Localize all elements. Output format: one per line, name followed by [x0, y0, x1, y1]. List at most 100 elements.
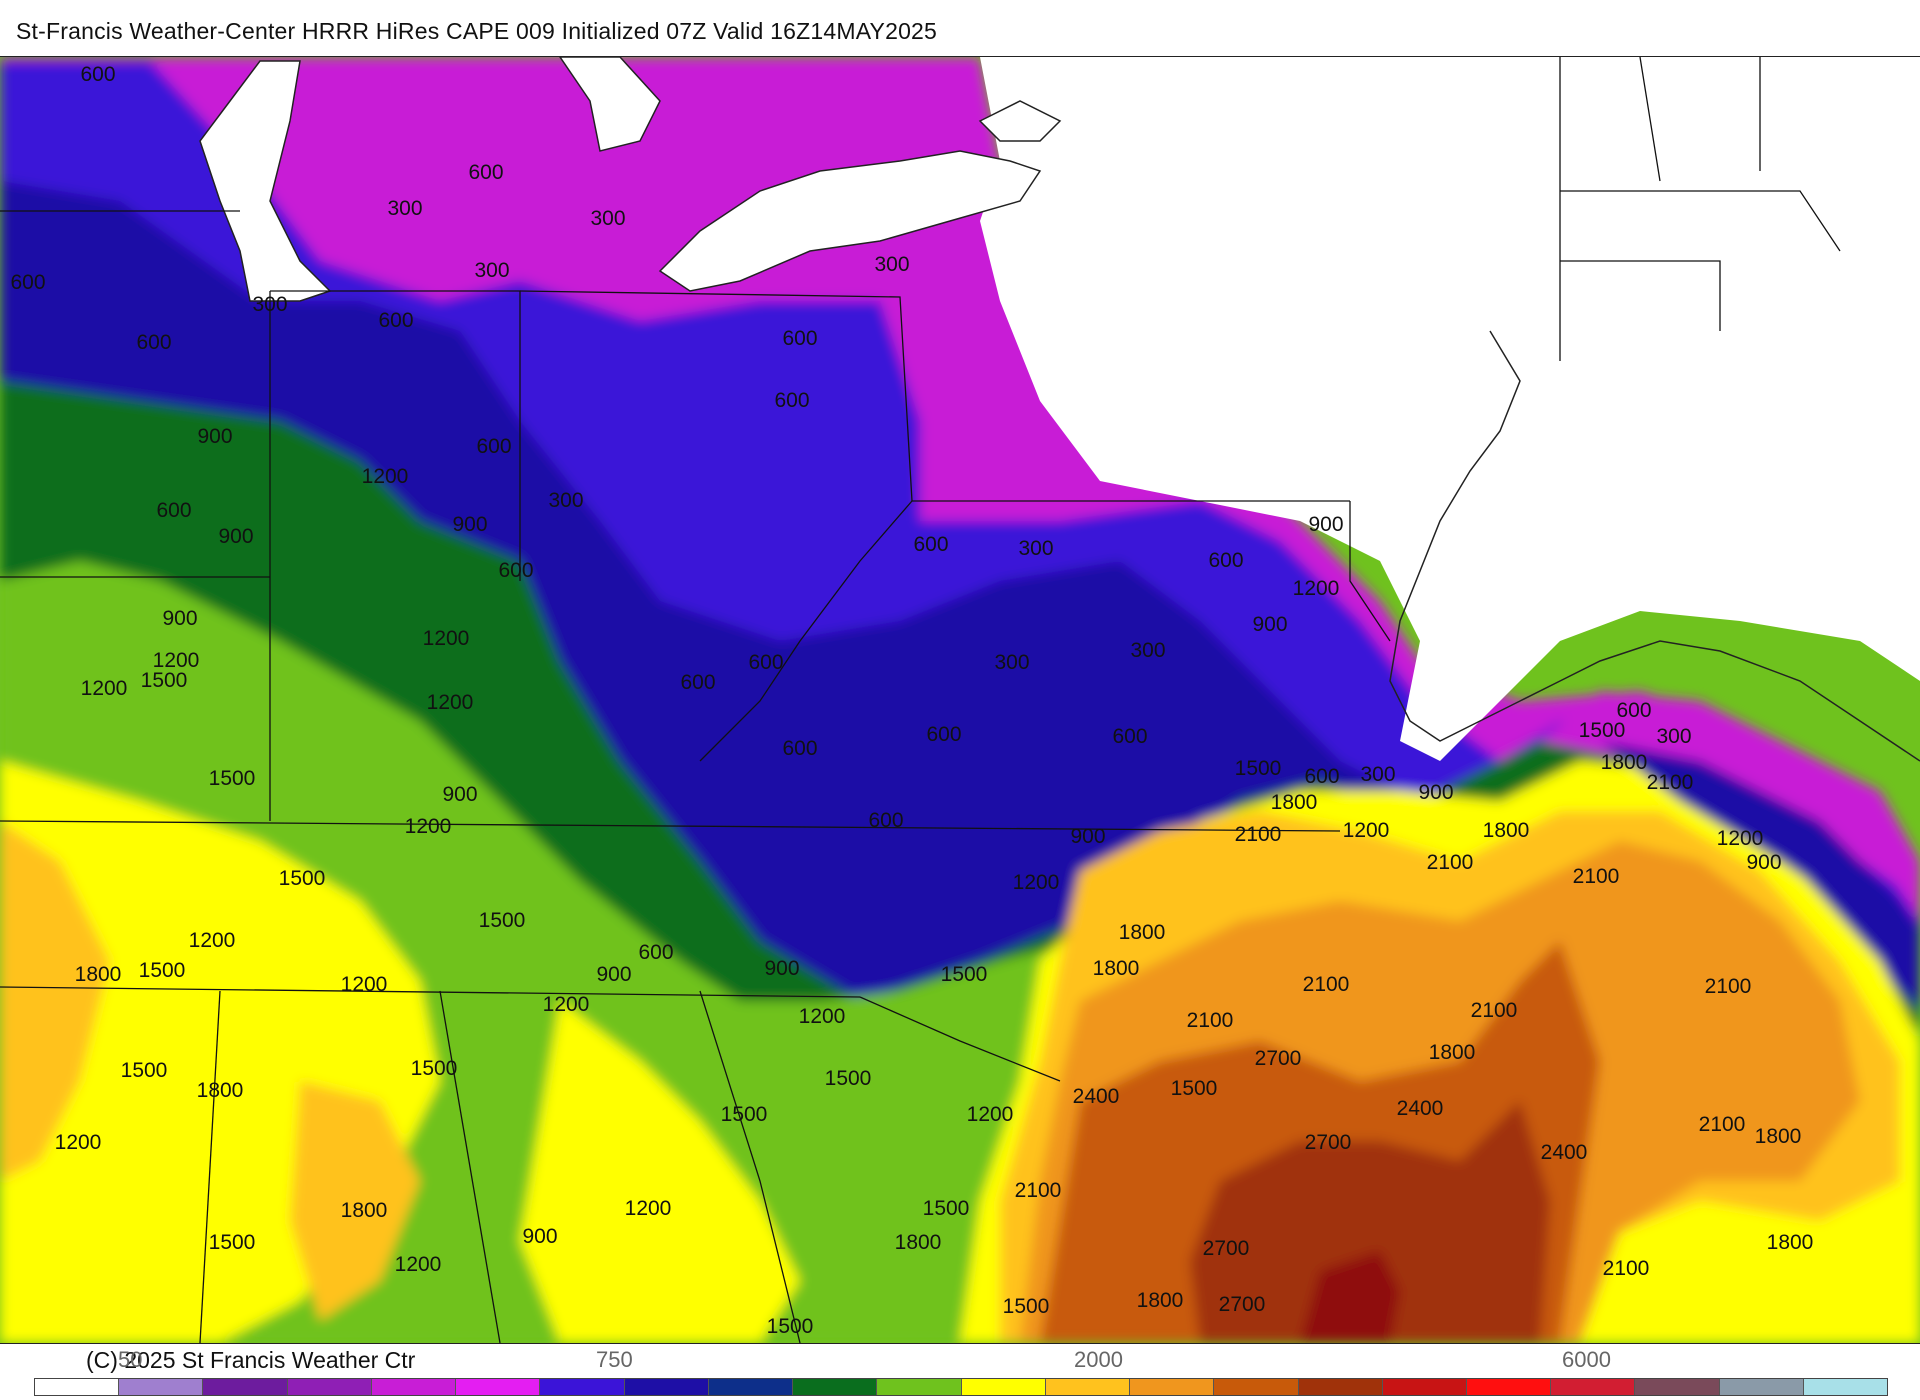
- contour-label: 300: [548, 489, 583, 512]
- colorbar-segment: [961, 1379, 1046, 1395]
- cape-map-canvas: 600 600 300 300 600 300 300 300 600 600 600 600 900 1…: [0, 57, 1920, 1343]
- contour-label: 300: [387, 197, 422, 220]
- contour-label: 1200: [799, 1005, 846, 1028]
- contour-label: 1200: [625, 1197, 672, 1220]
- cape-map: 600 600 300 300 600 300 300 300 600 600 600 600 900 1…: [0, 56, 1920, 1344]
- contour-label: 600: [136, 331, 171, 354]
- contour-label: 1800: [1271, 791, 1318, 814]
- contour-label: 1500: [141, 669, 188, 692]
- colorbar-segment: [708, 1379, 794, 1395]
- contour-label: 1500: [121, 1059, 168, 1082]
- contour-label: 1200: [1343, 819, 1390, 842]
- lake-huron: [559, 57, 661, 152]
- contour-label: 2100: [1705, 975, 1752, 998]
- contour-label: 600: [1208, 549, 1243, 572]
- contour-label: 600: [774, 389, 809, 412]
- contour-label: 2100: [1603, 1257, 1650, 1280]
- field-orange-west: [0, 821, 110, 1181]
- colorbar-segment: [203, 1379, 288, 1395]
- contour-label: 1200: [1293, 577, 1340, 600]
- contour-label: 1500: [411, 1057, 458, 1080]
- contour-label: 600: [1304, 765, 1339, 788]
- contour-label: 600: [1112, 725, 1147, 748]
- colorbar-segment: [456, 1379, 541, 1395]
- contour-label: 2100: [1303, 973, 1350, 996]
- lake-erie: [658, 150, 1042, 292]
- contour-label: 600: [748, 651, 783, 674]
- field-blue-east: [1600, 741, 1920, 961]
- contour-label: 2100: [1015, 1179, 1062, 1202]
- contour-label: 1200: [153, 649, 200, 672]
- contour-label: 1200: [427, 691, 474, 714]
- contour-label: 600: [913, 533, 948, 556]
- contour-label: 600: [378, 309, 413, 332]
- contour-label: 1200: [1717, 827, 1764, 850]
- contour-label: 1500: [1235, 757, 1282, 780]
- contour-label: 900: [522, 1225, 557, 1248]
- colorbar-segment: [1382, 1379, 1467, 1395]
- contour-label: 1200: [55, 1131, 102, 1154]
- colorbar-segment: [1045, 1379, 1131, 1395]
- contour-label: 600: [498, 559, 533, 582]
- contour-label: 2100: [1235, 823, 1282, 846]
- contour-label: 1800: [1755, 1125, 1802, 1148]
- contour-label: 300: [994, 651, 1029, 674]
- contour-label: 1200: [1013, 871, 1060, 894]
- contour-label: 1200: [81, 677, 128, 700]
- colorbar-segment: [1130, 1379, 1215, 1395]
- contour-label: 900: [218, 525, 253, 548]
- contour-label: 1200: [967, 1103, 1014, 1126]
- contour-label: 1800: [1429, 1041, 1476, 1064]
- contour-label: 300: [1360, 763, 1395, 786]
- field-white-northeast: [980, 57, 1920, 761]
- contour-label: 600: [156, 499, 191, 522]
- contour-label: 600: [926, 723, 961, 746]
- colorbar-segment: [35, 1379, 120, 1395]
- contour-label: 2700: [1203, 1237, 1250, 1260]
- contour-label: 300: [590, 207, 625, 230]
- contour-label: 300: [1130, 639, 1165, 662]
- contour-label: 1500: [209, 767, 256, 790]
- contour-label: 2100: [1573, 865, 1620, 888]
- map-title: St-Francis Weather-Center HRRR HiRes CAP…: [16, 18, 938, 44]
- contour-label: 2700: [1305, 1131, 1352, 1154]
- contour-label: 2100: [1187, 1009, 1234, 1032]
- colorbar-segment: [1635, 1379, 1720, 1395]
- contour-label: 900: [1070, 825, 1105, 848]
- contour-label: 600: [638, 941, 673, 964]
- contour-label: 1200: [423, 627, 470, 650]
- field-magenta-east: [1540, 691, 1920, 901]
- colorbar-segment: [1298, 1379, 1383, 1395]
- contour-label: 900: [764, 957, 799, 980]
- contour-label: 1800: [341, 1199, 388, 1222]
- contour-label: 2100: [1471, 999, 1518, 1022]
- contour-label: 600: [1616, 699, 1651, 722]
- contour-label: 1800: [1093, 957, 1140, 980]
- colorbar-tick-label: 50: [118, 1347, 143, 1372]
- contour-label: 2100: [1647, 771, 1694, 794]
- contour-label: 2100: [1699, 1113, 1746, 1136]
- contour-label: 600: [80, 63, 115, 86]
- contour-label: 1800: [1137, 1289, 1184, 1312]
- contour-label: 1200: [405, 815, 452, 838]
- contour-label: 1800: [1767, 1231, 1814, 1254]
- contour-label: 2700: [1255, 1047, 1302, 1070]
- contour-label: 1800: [1119, 921, 1166, 944]
- contour-label: 1800: [197, 1079, 244, 1102]
- colorbar-segment: [1803, 1379, 1888, 1395]
- contour-label: 600: [782, 327, 817, 350]
- east-coastline: [1389, 330, 1920, 762]
- contour-label: 300: [474, 259, 509, 282]
- contour-label: 900: [442, 783, 477, 806]
- contour-label: 1200: [395, 1253, 442, 1276]
- colorbar-tick-label: 2000: [1074, 1347, 1123, 1372]
- contour-label: 2100: [1427, 851, 1474, 874]
- contour-label: 900: [1252, 613, 1287, 636]
- contour-label: 600: [10, 271, 45, 294]
- contour-label: 1200: [362, 465, 409, 488]
- contour-label: 1800: [895, 1231, 942, 1254]
- contour-label: 1500: [1171, 1077, 1218, 1100]
- contour-label: 2400: [1397, 1097, 1444, 1120]
- colorbar-segment: [287, 1379, 372, 1395]
- contour-label: 600: [476, 435, 511, 458]
